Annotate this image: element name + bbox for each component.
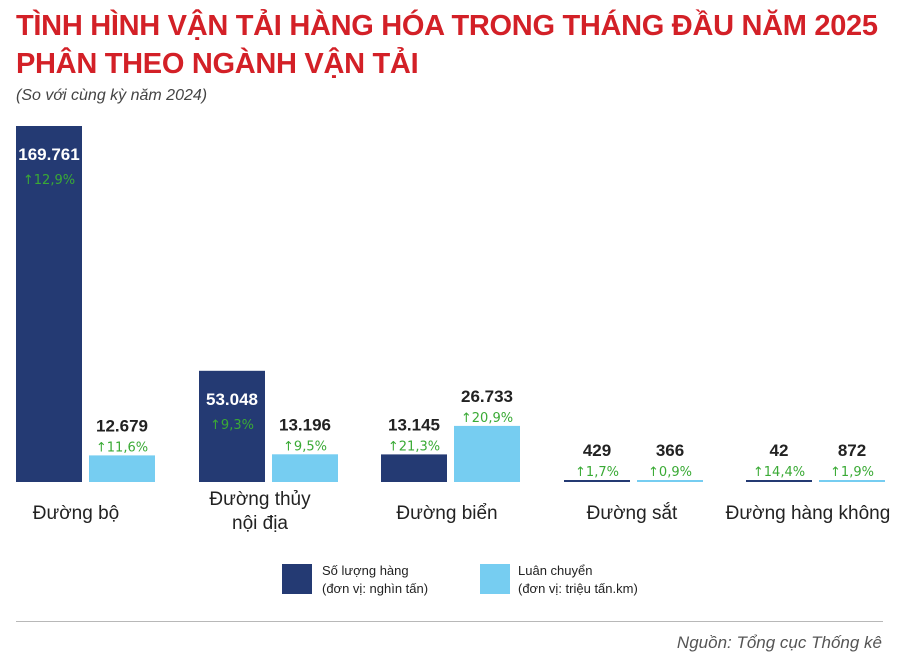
category-label-3: Đường sắt — [532, 502, 732, 526]
value-label-volume-1: 53.048 — [206, 390, 258, 409]
category-label-2: Đường biển — [347, 502, 547, 526]
value-label-turnover-3: 366 — [656, 441, 684, 460]
bar-volume-4 — [746, 480, 812, 482]
growth-label-volume-4: ↑14,4% — [753, 465, 805, 480]
growth-label-turnover-0: ↑11,6% — [96, 440, 148, 455]
bar-chart: 169.761 ↑12,9% 53.048 ↑9,3% 13.145 ↑21,3% 429 ↑… — [16, 126, 885, 482]
bar-turnover-1 — [272, 454, 338, 482]
legend-turnover-name: Luân chuyển — [518, 563, 593, 578]
bar-turnover-2 — [454, 425, 520, 482]
chart-title-line-2: PHÂN THEO NGÀNH VẬN TẢI — [16, 48, 419, 80]
value-label-turnover-4: 872 — [838, 441, 866, 460]
value-label-volume-3: 429 — [583, 441, 611, 460]
chart-title-line-1: TÌNH HÌNH VẬN TẢI HÀNG HÓA TRONG THÁNG Đ… — [16, 10, 878, 42]
category-label-line: Đường thủy — [209, 489, 311, 510]
growth-label-volume-0: ↑12,9% — [23, 173, 75, 188]
legend-swatch-volume — [282, 564, 312, 594]
growth-label-turnover-4: ↑1,9% — [830, 465, 874, 480]
bar-volume-0 — [16, 126, 82, 482]
value-label-turnover-1: 13.196 — [279, 415, 331, 434]
bar-volume-3 — [564, 480, 630, 482]
source-note: Nguồn: Tổng cục Thống kê — [676, 633, 882, 652]
growth-label-volume-1: ↑9,3% — [210, 418, 254, 433]
category-label-line: nội địa — [232, 513, 288, 534]
category-label-0: Đường bộ — [0, 502, 176, 526]
category-label-line: Đường biển — [396, 503, 498, 524]
bar-turnover-3 — [637, 480, 703, 482]
growth-label-turnover-1: ↑9,5% — [283, 439, 327, 454]
bar-volume-2 — [381, 454, 447, 482]
category-label-line: Đường bộ — [32, 503, 120, 524]
value-label-volume-4: 42 — [770, 441, 789, 460]
bar-turnover-0 — [89, 455, 155, 482]
value-label-turnover-2: 26.733 — [461, 387, 513, 406]
category-label-line: Đường hàng không — [725, 503, 891, 524]
growth-label-volume-2: ↑21,3% — [388, 439, 440, 454]
growth-label-turnover-2: ↑20,9% — [461, 411, 513, 426]
chart-subtitle: (So với cùng kỳ năm 2024) — [16, 87, 208, 104]
legend-volume-unit: (đơn vị: nghìn tấn) — [322, 581, 429, 596]
legend-turnover-unit: (đơn vị: triệu tấn.km) — [518, 581, 638, 596]
category-label-line: Đường sắt — [586, 503, 678, 524]
bar-volume-1 — [199, 370, 265, 482]
bar-turnover-4 — [819, 480, 885, 482]
value-label-volume-2: 13.145 — [388, 415, 440, 434]
legend-label-volume: Số lượng hàng (đơn vị: nghìn tấn) — [322, 562, 428, 598]
category-label-4: Đường hàng không — [708, 502, 900, 526]
legend-label-turnover: Luân chuyển (đơn vị: triệu tấn.km) — [518, 562, 638, 598]
category-label-1: Đường thủy nội địa — [160, 488, 360, 536]
legend-volume-name: Số lượng hàng — [322, 563, 409, 578]
value-label-volume-0: 169.761 — [18, 145, 79, 164]
growth-label-volume-3: ↑1,7% — [575, 465, 619, 480]
growth-label-turnover-3: ↑0,9% — [648, 465, 692, 480]
legend-swatch-turnover — [480, 564, 510, 594]
footer-divider — [16, 621, 883, 622]
value-label-turnover-0: 12.679 — [96, 416, 148, 435]
